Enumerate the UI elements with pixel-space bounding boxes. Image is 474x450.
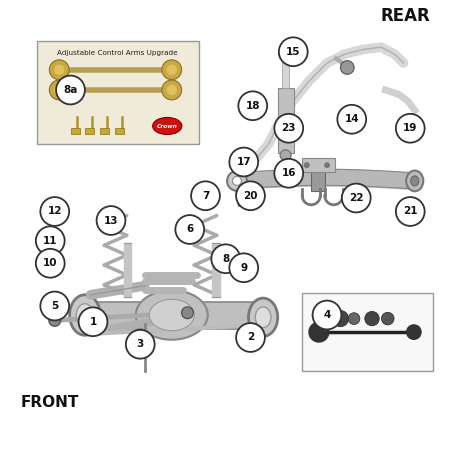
Circle shape (126, 330, 155, 359)
Circle shape (175, 215, 204, 244)
Circle shape (229, 253, 258, 282)
Circle shape (56, 76, 85, 104)
Circle shape (279, 47, 292, 61)
Text: 21: 21 (403, 207, 418, 216)
Circle shape (348, 313, 360, 324)
Circle shape (211, 244, 240, 273)
Text: 18: 18 (246, 101, 260, 111)
Circle shape (40, 197, 69, 226)
Bar (37, 40, 199, 144)
Circle shape (191, 181, 220, 210)
Text: 16: 16 (282, 168, 296, 178)
Text: Crown: Crown (157, 123, 178, 129)
Circle shape (365, 311, 379, 326)
Bar (282, 54, 289, 88)
Text: 12: 12 (47, 207, 62, 216)
Bar (71, 128, 80, 134)
Circle shape (280, 150, 291, 161)
Circle shape (337, 105, 366, 134)
Circle shape (309, 322, 329, 342)
Circle shape (233, 176, 241, 185)
Circle shape (342, 184, 371, 212)
Circle shape (227, 171, 247, 191)
Text: 8: 8 (222, 254, 229, 264)
Text: 7: 7 (202, 191, 209, 201)
Circle shape (97, 206, 126, 235)
Circle shape (332, 310, 348, 327)
Ellipse shape (70, 295, 100, 335)
Text: 3: 3 (137, 339, 144, 349)
Text: 23: 23 (282, 123, 296, 133)
Circle shape (396, 114, 425, 143)
Circle shape (162, 60, 182, 80)
Text: 1: 1 (90, 317, 97, 327)
Bar (302, 292, 433, 371)
Text: FRONT: FRONT (21, 395, 79, 410)
Text: 13: 13 (104, 216, 118, 225)
Circle shape (236, 323, 265, 352)
Ellipse shape (153, 117, 182, 135)
Text: 20: 20 (243, 191, 258, 201)
Circle shape (236, 181, 265, 210)
Circle shape (274, 114, 303, 143)
Text: REAR: REAR (381, 7, 430, 25)
Bar (100, 128, 109, 134)
Ellipse shape (76, 304, 93, 326)
Text: 11: 11 (43, 236, 57, 246)
Circle shape (49, 60, 69, 80)
Circle shape (279, 37, 308, 66)
Circle shape (162, 80, 182, 100)
Circle shape (40, 292, 69, 320)
Text: 2: 2 (247, 333, 254, 342)
Bar (302, 158, 335, 172)
Circle shape (49, 80, 69, 100)
Bar (311, 169, 325, 191)
Text: 19: 19 (403, 123, 418, 133)
Circle shape (49, 315, 61, 326)
Circle shape (229, 148, 258, 176)
Circle shape (312, 301, 341, 329)
Ellipse shape (410, 176, 419, 186)
Circle shape (304, 163, 309, 167)
Circle shape (167, 86, 176, 94)
Ellipse shape (136, 290, 208, 340)
Bar (277, 88, 294, 153)
Ellipse shape (255, 307, 271, 328)
Circle shape (55, 86, 64, 94)
Text: 22: 22 (349, 193, 364, 203)
Circle shape (274, 159, 303, 188)
Text: 9: 9 (240, 263, 247, 273)
Circle shape (325, 163, 329, 167)
Bar (85, 128, 94, 134)
Text: 15: 15 (286, 47, 301, 57)
Circle shape (382, 312, 394, 325)
Text: 6: 6 (186, 225, 193, 234)
Bar (115, 128, 124, 134)
Ellipse shape (248, 298, 278, 337)
Ellipse shape (149, 299, 194, 331)
Text: 4: 4 (323, 310, 331, 320)
Text: 17: 17 (237, 157, 251, 167)
Circle shape (182, 307, 193, 319)
Circle shape (36, 249, 64, 278)
Text: 14: 14 (345, 114, 359, 124)
Circle shape (79, 307, 108, 336)
Circle shape (238, 91, 267, 120)
Circle shape (55, 65, 64, 74)
Text: 10: 10 (43, 258, 57, 268)
Text: Adjustable Control Arms Upgrade: Adjustable Control Arms Upgrade (57, 50, 178, 55)
Text: 8a: 8a (64, 85, 78, 95)
Circle shape (407, 325, 421, 339)
Circle shape (167, 65, 176, 74)
Circle shape (396, 197, 425, 226)
Text: 5: 5 (51, 301, 58, 311)
Ellipse shape (406, 171, 423, 191)
Circle shape (36, 226, 64, 255)
Circle shape (340, 61, 354, 74)
